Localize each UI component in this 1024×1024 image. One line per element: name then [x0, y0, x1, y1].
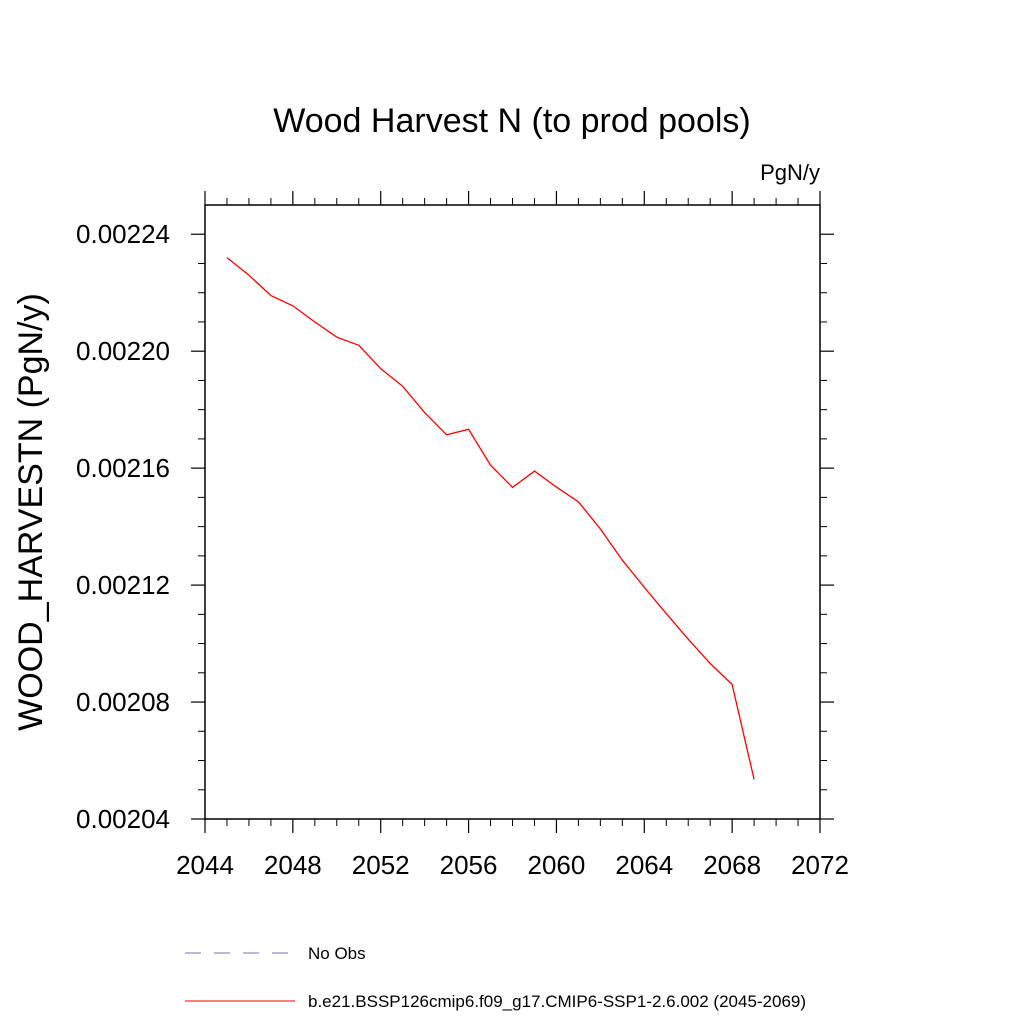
series-line: [226, 257, 755, 780]
legend-label: b.e21.BSSP126cmip6.f09_g17.CMIP6-SSP1-2.…: [308, 992, 806, 1011]
y-tick-label: 0.00220: [76, 336, 170, 366]
x-tick-label: 2068: [703, 850, 761, 880]
x-tick-label: 2072: [791, 850, 849, 880]
x-tick-label: 2048: [264, 850, 322, 880]
y-tick-label: 0.00216: [76, 453, 170, 483]
x-tick-label: 2060: [528, 850, 586, 880]
x-tick-label: 2052: [352, 850, 410, 880]
y-tick-label: 0.00212: [76, 570, 170, 600]
y-axis-label: WOOD_HARVESTN (PgN/y): [12, 293, 50, 731]
plot-frame: [204, 204, 821, 820]
series-group: [226, 257, 755, 780]
x-tick-labels: 2044 2048 2052 2056 2060 2064 2068 2072: [176, 850, 849, 880]
x-tick-label: 2056: [440, 850, 498, 880]
y-tick-labels: 0.00204 0.00208 0.00212 0.00216 0.00220 0.002…: [76, 219, 170, 834]
x-tick-label: 2044: [176, 850, 234, 880]
legend-label: No Obs: [308, 944, 366, 963]
units-label: PgN/y: [760, 160, 820, 185]
legend: No Obs b.e21.BSSP126cmip6.f09_g17.CMIP6-S…: [185, 944, 806, 1011]
chart-title: Wood Harvest N (to prod pools): [273, 102, 750, 140]
y-tick-label: 0.00208: [76, 687, 170, 717]
y-tick-label: 0.00204: [76, 804, 170, 834]
y-tick-label: 0.00224: [76, 219, 170, 249]
x-tick-label: 2064: [615, 850, 673, 880]
axis-ticks: [191, 191, 834, 833]
